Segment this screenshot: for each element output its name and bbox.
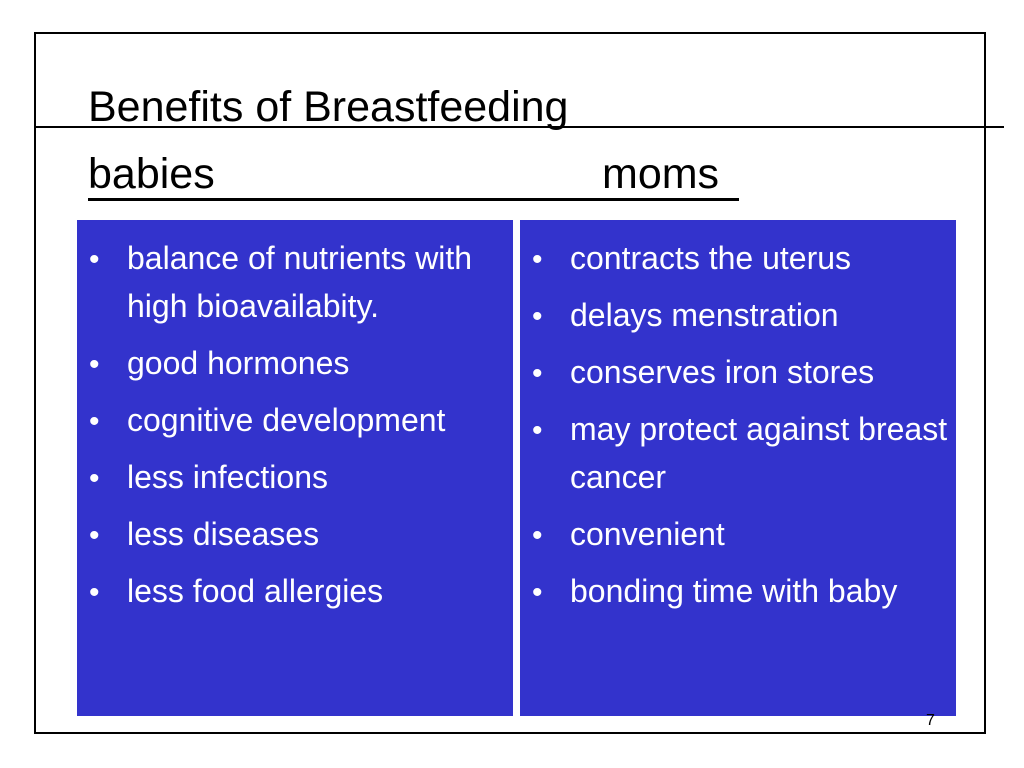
babies-panel: balance of nutrients with high bioavaila… [77,220,513,716]
moms-item-text: may protect against breast cancer [570,411,948,495]
bullet-icon [89,234,100,284]
moms-list: contracts the uterus delays menstration … [520,234,956,615]
babies-list-item: good hormones [77,339,513,387]
title-rule [34,126,1004,128]
babies-list-item: cognitive development [77,396,513,444]
moms-heading: moms [602,150,720,198]
slide-frame [34,32,986,734]
moms-item-text: bonding time with baby [570,573,898,609]
moms-list-item: convenient [520,510,956,558]
babies-item-text: balance of nutrients with high bioavaila… [127,240,473,324]
babies-list-item: balance of nutrients with high bioavaila… [77,234,513,330]
moms-list-item: conserves iron stores [520,348,956,396]
babies-list-item: less infections [77,453,513,501]
page-number: 7 [926,712,935,729]
bullet-icon [532,510,543,560]
moms-panel: contracts the uterus delays menstration … [520,220,956,716]
bullet-icon [89,510,100,560]
bullet-icon [532,348,543,398]
bullet-icon [532,234,543,284]
moms-list-item: delays menstration [520,291,956,339]
moms-list-item: may protect against breast cancer [520,405,956,501]
bullet-icon [89,396,100,446]
babies-list-item: less diseases [77,510,513,558]
babies-item-text: less diseases [127,516,320,552]
babies-item-text: less infections [127,459,328,495]
babies-item-text: cognitive development [127,402,446,438]
slide-title: Benefits of Breastfeeding [88,83,569,131]
babies-heading: babies [88,150,215,198]
babies-item-text: good hormones [127,345,350,381]
bullet-icon [89,339,100,389]
babies-list-item: less food allergies [77,567,513,615]
bullet-icon [89,453,100,503]
moms-item-text: contracts the uterus [570,240,852,276]
bullet-icon [532,567,543,617]
bullet-icon [532,291,543,341]
bullet-icon [532,405,543,455]
moms-item-text: convenient [570,516,725,552]
moms-item-text: delays menstration [570,297,839,333]
heading-underline [88,198,739,201]
moms-item-text: conserves iron stores [570,354,875,390]
babies-item-text: less food allergies [127,573,384,609]
babies-list: balance of nutrients with high bioavaila… [77,234,513,615]
bullet-icon [89,567,100,617]
moms-list-item: contracts the uterus [520,234,956,282]
moms-list-item: bonding time with baby [520,567,956,615]
